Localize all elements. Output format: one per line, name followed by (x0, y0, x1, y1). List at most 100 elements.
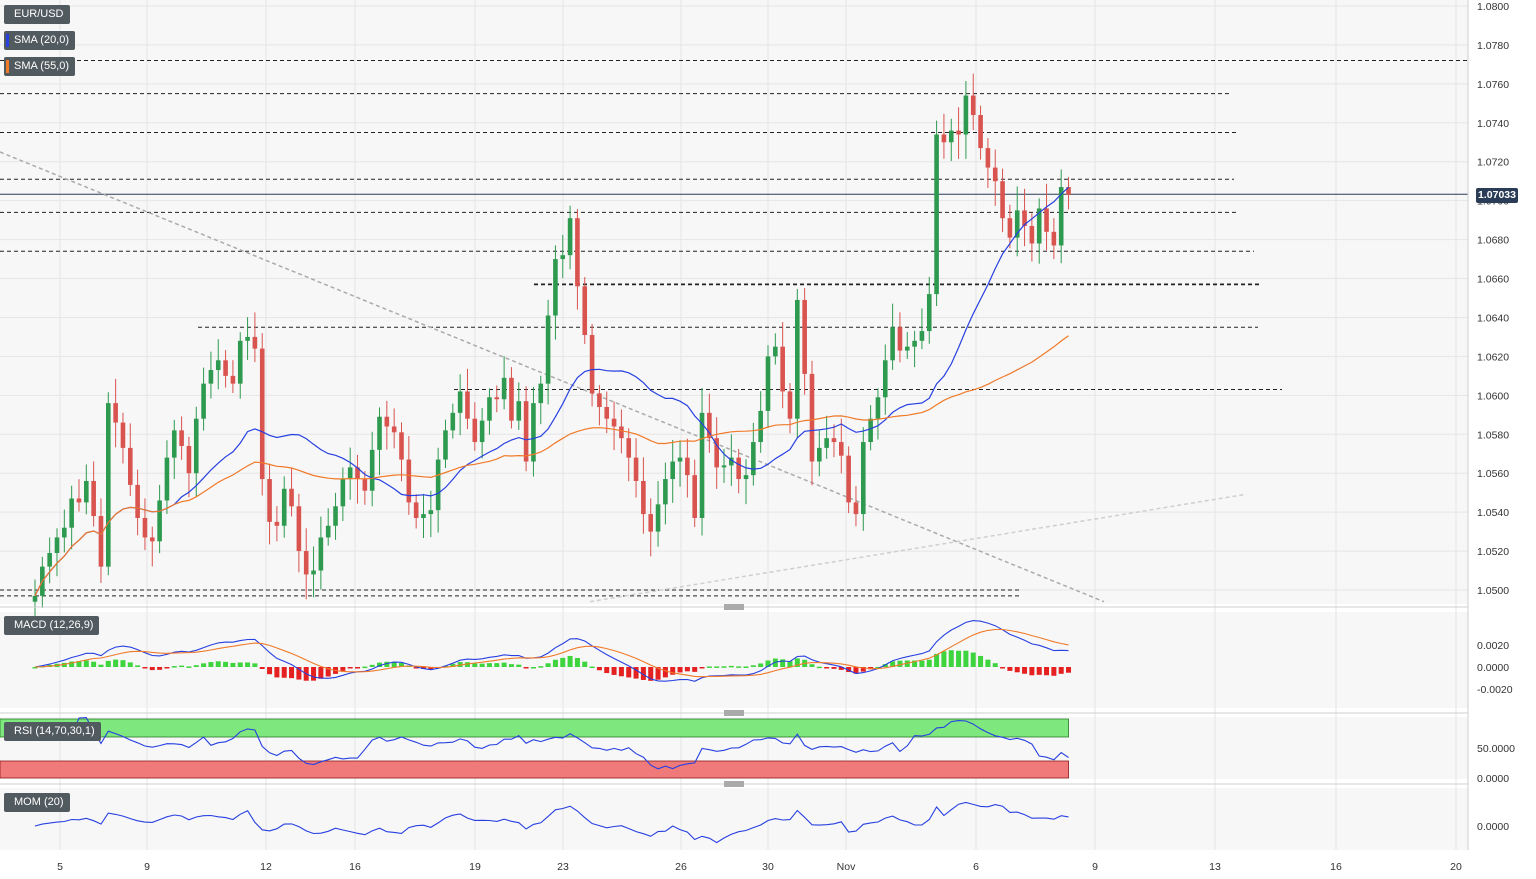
candle-body (978, 115, 983, 149)
candle-body (817, 447, 822, 462)
y-tick-label: 1.0620 (1477, 351, 1509, 363)
trendlines (0, 151, 1245, 603)
candle-body (84, 480, 89, 503)
candle-body (479, 420, 485, 443)
macd-line (34, 620, 1069, 682)
candle-body (267, 479, 272, 522)
candle-body (259, 348, 265, 480)
macd-histogram-bar (589, 666, 595, 669)
macd-histogram-bar (1044, 667, 1050, 676)
candle-body (736, 457, 741, 480)
x-tick-label: 9 (144, 861, 150, 873)
macd-histogram-bar (552, 659, 558, 667)
candle-body (186, 445, 192, 474)
macd-histogram-bar (215, 661, 221, 667)
candle-body (641, 480, 646, 515)
candle-body (391, 426, 397, 433)
candle-body (663, 479, 668, 505)
y-tick-label: 1.0680 (1477, 235, 1509, 247)
macd-histogram-bar (985, 659, 991, 667)
candle-body (531, 403, 536, 462)
macd-histogram-bar (978, 655, 984, 667)
candle-body (875, 397, 881, 419)
sma55-label[interactable]: SMA (55,0) (4, 57, 76, 76)
macd-histogram-bar (604, 667, 610, 674)
candle-body (296, 506, 302, 552)
candle-body (860, 442, 866, 515)
macd-histogram-bar (655, 667, 661, 680)
candle-body (934, 134, 939, 295)
x-tick-label: 30 (762, 861, 774, 873)
candle-body (1051, 231, 1057, 246)
macd-histogram-bar (838, 667, 844, 670)
candle-body (1036, 208, 1042, 244)
y-tick-label: 1.0540 (1477, 507, 1509, 519)
macd-label[interactable]: MACD (12,26,9) (4, 616, 100, 635)
candle-body (311, 570, 316, 575)
x-tick-label: 5 (57, 861, 63, 873)
candle-body (575, 218, 580, 287)
candle-body (179, 430, 184, 446)
macd-histogram-bar (919, 660, 925, 667)
candle-body (956, 130, 961, 135)
candle-body (457, 391, 463, 413)
candle-body (919, 331, 925, 341)
main-panel-bg (0, 0, 1468, 604)
y-tick-label: 1.0560 (1477, 468, 1509, 480)
sma20-label[interactable]: SMA (20,0) (4, 31, 76, 50)
macd-histogram-bar (538, 666, 544, 668)
macd-histogram-bar (362, 666, 368, 669)
macd-histogram-bar (772, 658, 778, 667)
candle-body (765, 356, 771, 411)
y-tick-label: 1.0520 (1477, 546, 1509, 558)
candle-body (340, 479, 346, 507)
mom-label[interactable]: MOM (20) (4, 793, 70, 812)
candle-body (787, 391, 793, 419)
macd-histogram-bar (941, 651, 947, 667)
macd-histogram-bar (237, 662, 243, 667)
candle-body (149, 537, 155, 542)
candle-body (377, 416, 382, 450)
candle-body (868, 418, 873, 443)
macd-histogram-bar (508, 664, 514, 667)
macd-panel-bg (0, 612, 1468, 708)
rsi-label[interactable]: RSI (14,70,30,1) (4, 722, 101, 741)
candle-body (435, 459, 441, 511)
macd-histogram-bar (516, 664, 522, 667)
macd-histogram-bar (391, 661, 397, 667)
candle-body (743, 475, 749, 480)
macd-histogram-bar (670, 667, 676, 675)
rsi-line (35, 717, 1069, 770)
candle-body (120, 422, 126, 448)
macd-histogram-bar (318, 667, 324, 679)
candle-body (714, 438, 719, 468)
macd-histogram-bar (633, 667, 639, 679)
candle-body (802, 299, 807, 374)
panel-splitters[interactable] (0, 0, 1469, 850)
candle-body (91, 480, 96, 517)
candle-body (106, 403, 111, 567)
symbol-label[interactable]: EUR/USD (4, 5, 70, 24)
macd-histogram-bar (596, 667, 602, 671)
macd-histogram-bar (105, 660, 111, 667)
candle-body (135, 484, 140, 518)
macd-histogram-bar (311, 667, 317, 681)
candle-body (69, 498, 74, 528)
candle-body (538, 383, 544, 404)
sma20-line (34, 186, 1069, 597)
macd-histogram-bar (296, 667, 302, 680)
y-tick-label: 1.0660 (1477, 274, 1509, 286)
candle-body (223, 360, 228, 376)
candle-body (985, 148, 991, 168)
candle-body (428, 510, 434, 515)
candle-body (62, 527, 67, 538)
macd-histogram-bar (582, 661, 588, 667)
macd-histogram-bar (897, 660, 903, 667)
macd-histogram-bar (384, 661, 390, 667)
macd-histogram-bar (882, 664, 888, 667)
macd-histogram-bar (1066, 667, 1072, 673)
macd-histogram-bar (61, 662, 67, 667)
macd-y-tick: 0.0000 (1477, 662, 1509, 674)
candle-body (501, 377, 507, 400)
